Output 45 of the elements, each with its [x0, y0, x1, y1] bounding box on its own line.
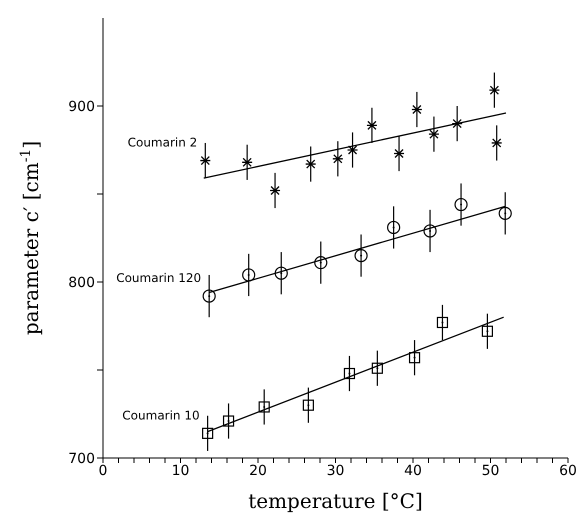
y-tick-label: 900	[68, 98, 95, 115]
y-tick-label: 800	[68, 274, 95, 291]
x-axis-title: temperature [°C]	[248, 489, 423, 513]
point	[488, 86, 500, 95]
point	[482, 326, 493, 337]
point	[436, 316, 448, 328]
x-tick-label: 50	[482, 462, 500, 479]
series-label: Coumarin 2	[128, 136, 198, 150]
point	[258, 401, 270, 413]
y-tick-label: 700	[68, 450, 95, 467]
series-label: Coumarin 120	[116, 271, 202, 286]
point	[202, 289, 216, 303]
point	[387, 220, 400, 234]
point	[393, 148, 405, 158]
point	[344, 368, 356, 380]
point	[411, 104, 423, 114]
x-tick-label: 0	[98, 462, 108, 479]
point	[491, 138, 502, 148]
point	[274, 266, 288, 280]
point	[242, 158, 253, 167]
point	[346, 145, 358, 155]
point	[332, 154, 344, 164]
point	[302, 400, 314, 411]
point	[269, 186, 281, 196]
point	[454, 198, 468, 212]
point	[366, 120, 378, 130]
point	[314, 256, 328, 270]
point	[202, 428, 214, 439]
x-tick-label: 20	[249, 462, 267, 479]
point	[452, 118, 463, 128]
point	[498, 206, 512, 220]
x-tick-label: 40	[404, 462, 422, 479]
point	[423, 224, 437, 238]
point	[408, 352, 420, 364]
series-label: Coumarin 10	[122, 408, 200, 422]
point	[242, 268, 256, 282]
x-tick-label: 30	[326, 462, 344, 479]
x-tick-label: 60	[559, 462, 577, 479]
point	[222, 415, 234, 427]
x-tick-label: 10	[172, 462, 190, 479]
point	[354, 249, 368, 262]
point	[428, 130, 440, 139]
point	[305, 159, 316, 169]
point	[372, 362, 383, 374]
point	[200, 156, 211, 166]
